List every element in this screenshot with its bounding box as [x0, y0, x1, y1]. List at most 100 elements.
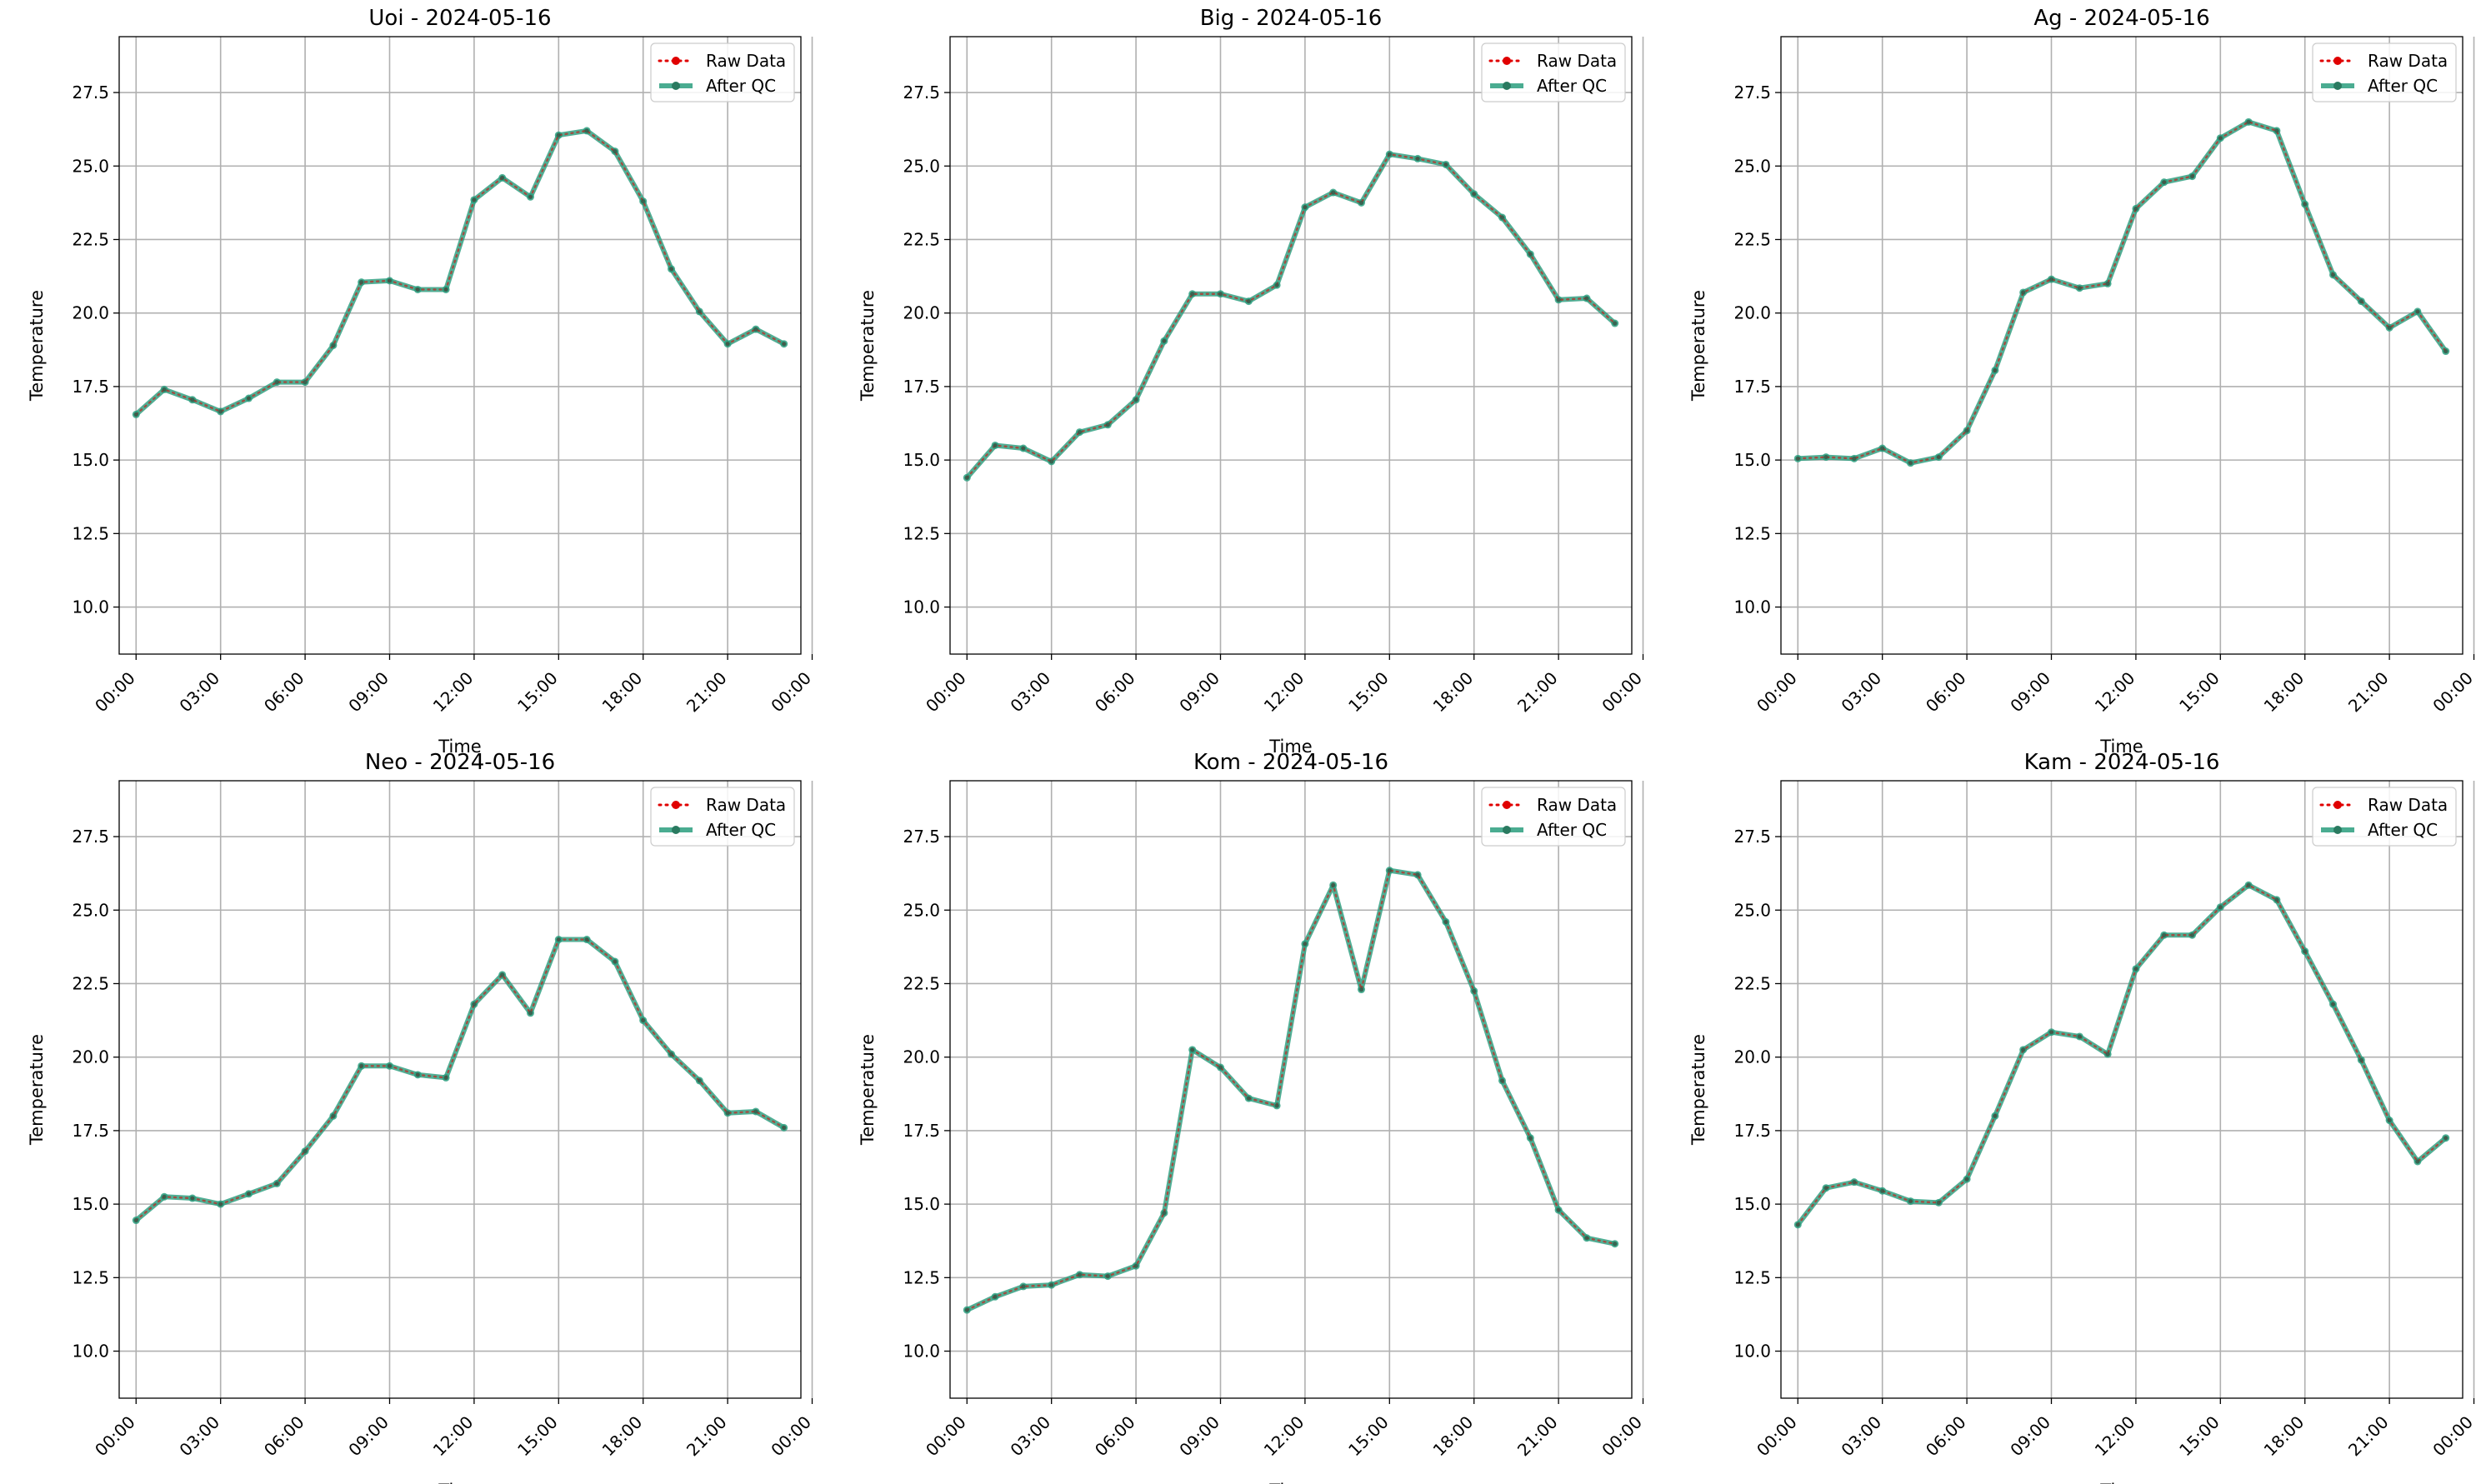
raw-data-point — [2189, 174, 2195, 179]
raw-data-point — [500, 972, 505, 977]
raw-data-point — [2443, 1136, 2448, 1141]
x-tick-label: 15:00 — [2175, 668, 2223, 717]
raw-data-point — [1246, 1096, 1251, 1101]
x-tick-label: 18:00 — [1429, 1412, 1478, 1461]
panel-title: Ag - 2024-05-16 — [2033, 6, 2209, 31]
legend-marker-raw-data — [1503, 57, 1511, 65]
panel-5: 00:00 03:00 06:00 09:00 12:00 15:00 18:00 21:00… — [858, 750, 1646, 1484]
raw-data-point — [584, 128, 589, 133]
legend-label-raw-data: Raw Data — [1537, 51, 1617, 71]
raw-data-point — [359, 1063, 364, 1068]
series-line-after-qc — [964, 867, 1618, 1313]
x-tick-label: 06:00 — [1922, 668, 1970, 717]
raw-data-point — [556, 132, 561, 137]
raw-data-point — [2105, 1052, 2110, 1057]
raw-data-point — [1190, 292, 1195, 297]
x-tick-label: 15:00 — [513, 1412, 562, 1461]
y-axis-label: Temperature — [858, 1034, 878, 1146]
legend-marker-after-qc — [672, 826, 680, 834]
x-tick-label: 09:00 — [1175, 668, 1223, 717]
x-tick-label: 15:00 — [2175, 1412, 2223, 1461]
raw-data-point — [1162, 1211, 1167, 1216]
y-tick-label: 12.5 — [72, 523, 109, 543]
x-axis-label: Time — [1268, 1481, 1312, 1484]
raw-data-point — [641, 1017, 646, 1023]
raw-data-point — [303, 380, 308, 385]
series-line-after-qc — [1795, 882, 2448, 1227]
series-line-raw-data — [966, 152, 1616, 479]
legend-marker-after-qc — [2333, 826, 2342, 834]
raw-data-point — [1964, 428, 1969, 433]
y-tick-label: 25.0 — [903, 900, 940, 920]
y-tick-label: 27.5 — [903, 82, 940, 102]
raw-data-point — [1556, 297, 1561, 302]
raw-data-point — [993, 442, 998, 448]
raw-data-point — [2189, 932, 2195, 937]
x-tick-label: 00:00 — [922, 668, 970, 717]
raw-data-point — [1936, 454, 1941, 460]
raw-data-point — [2021, 1047, 2026, 1052]
raw-data-point — [1415, 156, 1420, 162]
legend-label-after-qc: After QC — [1537, 820, 1607, 840]
raw-data-point — [387, 278, 393, 283]
raw-data-point — [1274, 282, 1279, 287]
y-axis-label: Temperature — [27, 1034, 47, 1146]
x-tick-label: 21:00 — [683, 668, 731, 717]
x-tick-label: 12:00 — [429, 668, 478, 717]
raw-data-point — [1993, 367, 1998, 373]
raw-data-point — [500, 175, 505, 180]
raw-data-point — [613, 959, 618, 964]
y-tick-label: 25.0 — [903, 156, 940, 176]
raw-data-point — [2105, 281, 2110, 286]
y-tick-label: 25.0 — [72, 156, 109, 176]
x-tick-label: 15:00 — [1344, 668, 1393, 717]
x-tick-label: 12:00 — [429, 1412, 478, 1461]
y-tick-label: 12.5 — [72, 1267, 109, 1287]
y-tick-label: 20.0 — [903, 1047, 940, 1067]
raw-data-point — [443, 287, 448, 292]
x-tick-label: 18:00 — [598, 1412, 647, 1461]
x-tick-label: 03:00 — [1837, 1412, 1885, 1461]
legend: Raw Data After QC — [1481, 787, 1626, 847]
raw-data-point — [2077, 1034, 2082, 1039]
legend-marker-raw-data — [2333, 57, 2342, 65]
panel-2: 00:00 03:00 06:00 09:00 12:00 15:00 18:00 21:00… — [858, 6, 1646, 757]
raw-data-point — [964, 475, 969, 480]
raw-data-point — [2133, 206, 2138, 212]
raw-data-point — [2443, 348, 2448, 354]
y-tick-label: 15.0 — [903, 1194, 940, 1214]
raw-data-point — [2387, 1117, 2392, 1123]
raw-data-point — [2077, 286, 2082, 291]
y-tick-label: 10.0 — [72, 1342, 109, 1362]
raw-data-point — [1908, 461, 1913, 466]
x-tick-label: 00:00 — [1598, 668, 1646, 717]
raw-data-point — [1105, 422, 1110, 427]
raw-data-point — [218, 1202, 223, 1207]
y-tick-label: 12.5 — [1733, 1267, 1771, 1287]
series-line-raw-data — [135, 938, 785, 1222]
raw-data-point — [1993, 1113, 1998, 1118]
x-tick-label: 00:00 — [1753, 668, 1801, 717]
y-tick-label: 17.5 — [72, 1121, 109, 1141]
x-axis-label: Time — [438, 737, 481, 757]
y-tick-label: 10.0 — [1733, 1342, 1771, 1362]
raw-data-point — [1415, 872, 1420, 877]
x-axis-label: Time — [1268, 737, 1312, 757]
raw-data-point — [274, 380, 279, 385]
raw-data-point — [2303, 949, 2308, 954]
x-axis-label: Time — [2099, 1481, 2143, 1484]
raw-data-point — [668, 267, 674, 272]
y-tick-label: 10.0 — [903, 1342, 940, 1362]
x-tick-label: 03:00 — [175, 668, 223, 717]
legend-marker-after-qc — [1503, 82, 1511, 90]
axes-frame — [1780, 36, 2463, 655]
raw-data-point — [2133, 967, 2138, 972]
x-tick-label: 00:00 — [922, 1412, 970, 1461]
axes-frame — [949, 780, 1633, 1399]
x-tick-label: 09:00 — [344, 668, 393, 717]
y-tick-label: 20.0 — [72, 303, 109, 323]
panel-6: 00:00 03:00 06:00 09:00 12:00 15:00 18:00 21:00… — [1688, 750, 2477, 1484]
raw-data-point — [1499, 215, 1505, 220]
raw-data-point — [162, 1194, 167, 1199]
series-line-after-qc — [133, 937, 787, 1223]
